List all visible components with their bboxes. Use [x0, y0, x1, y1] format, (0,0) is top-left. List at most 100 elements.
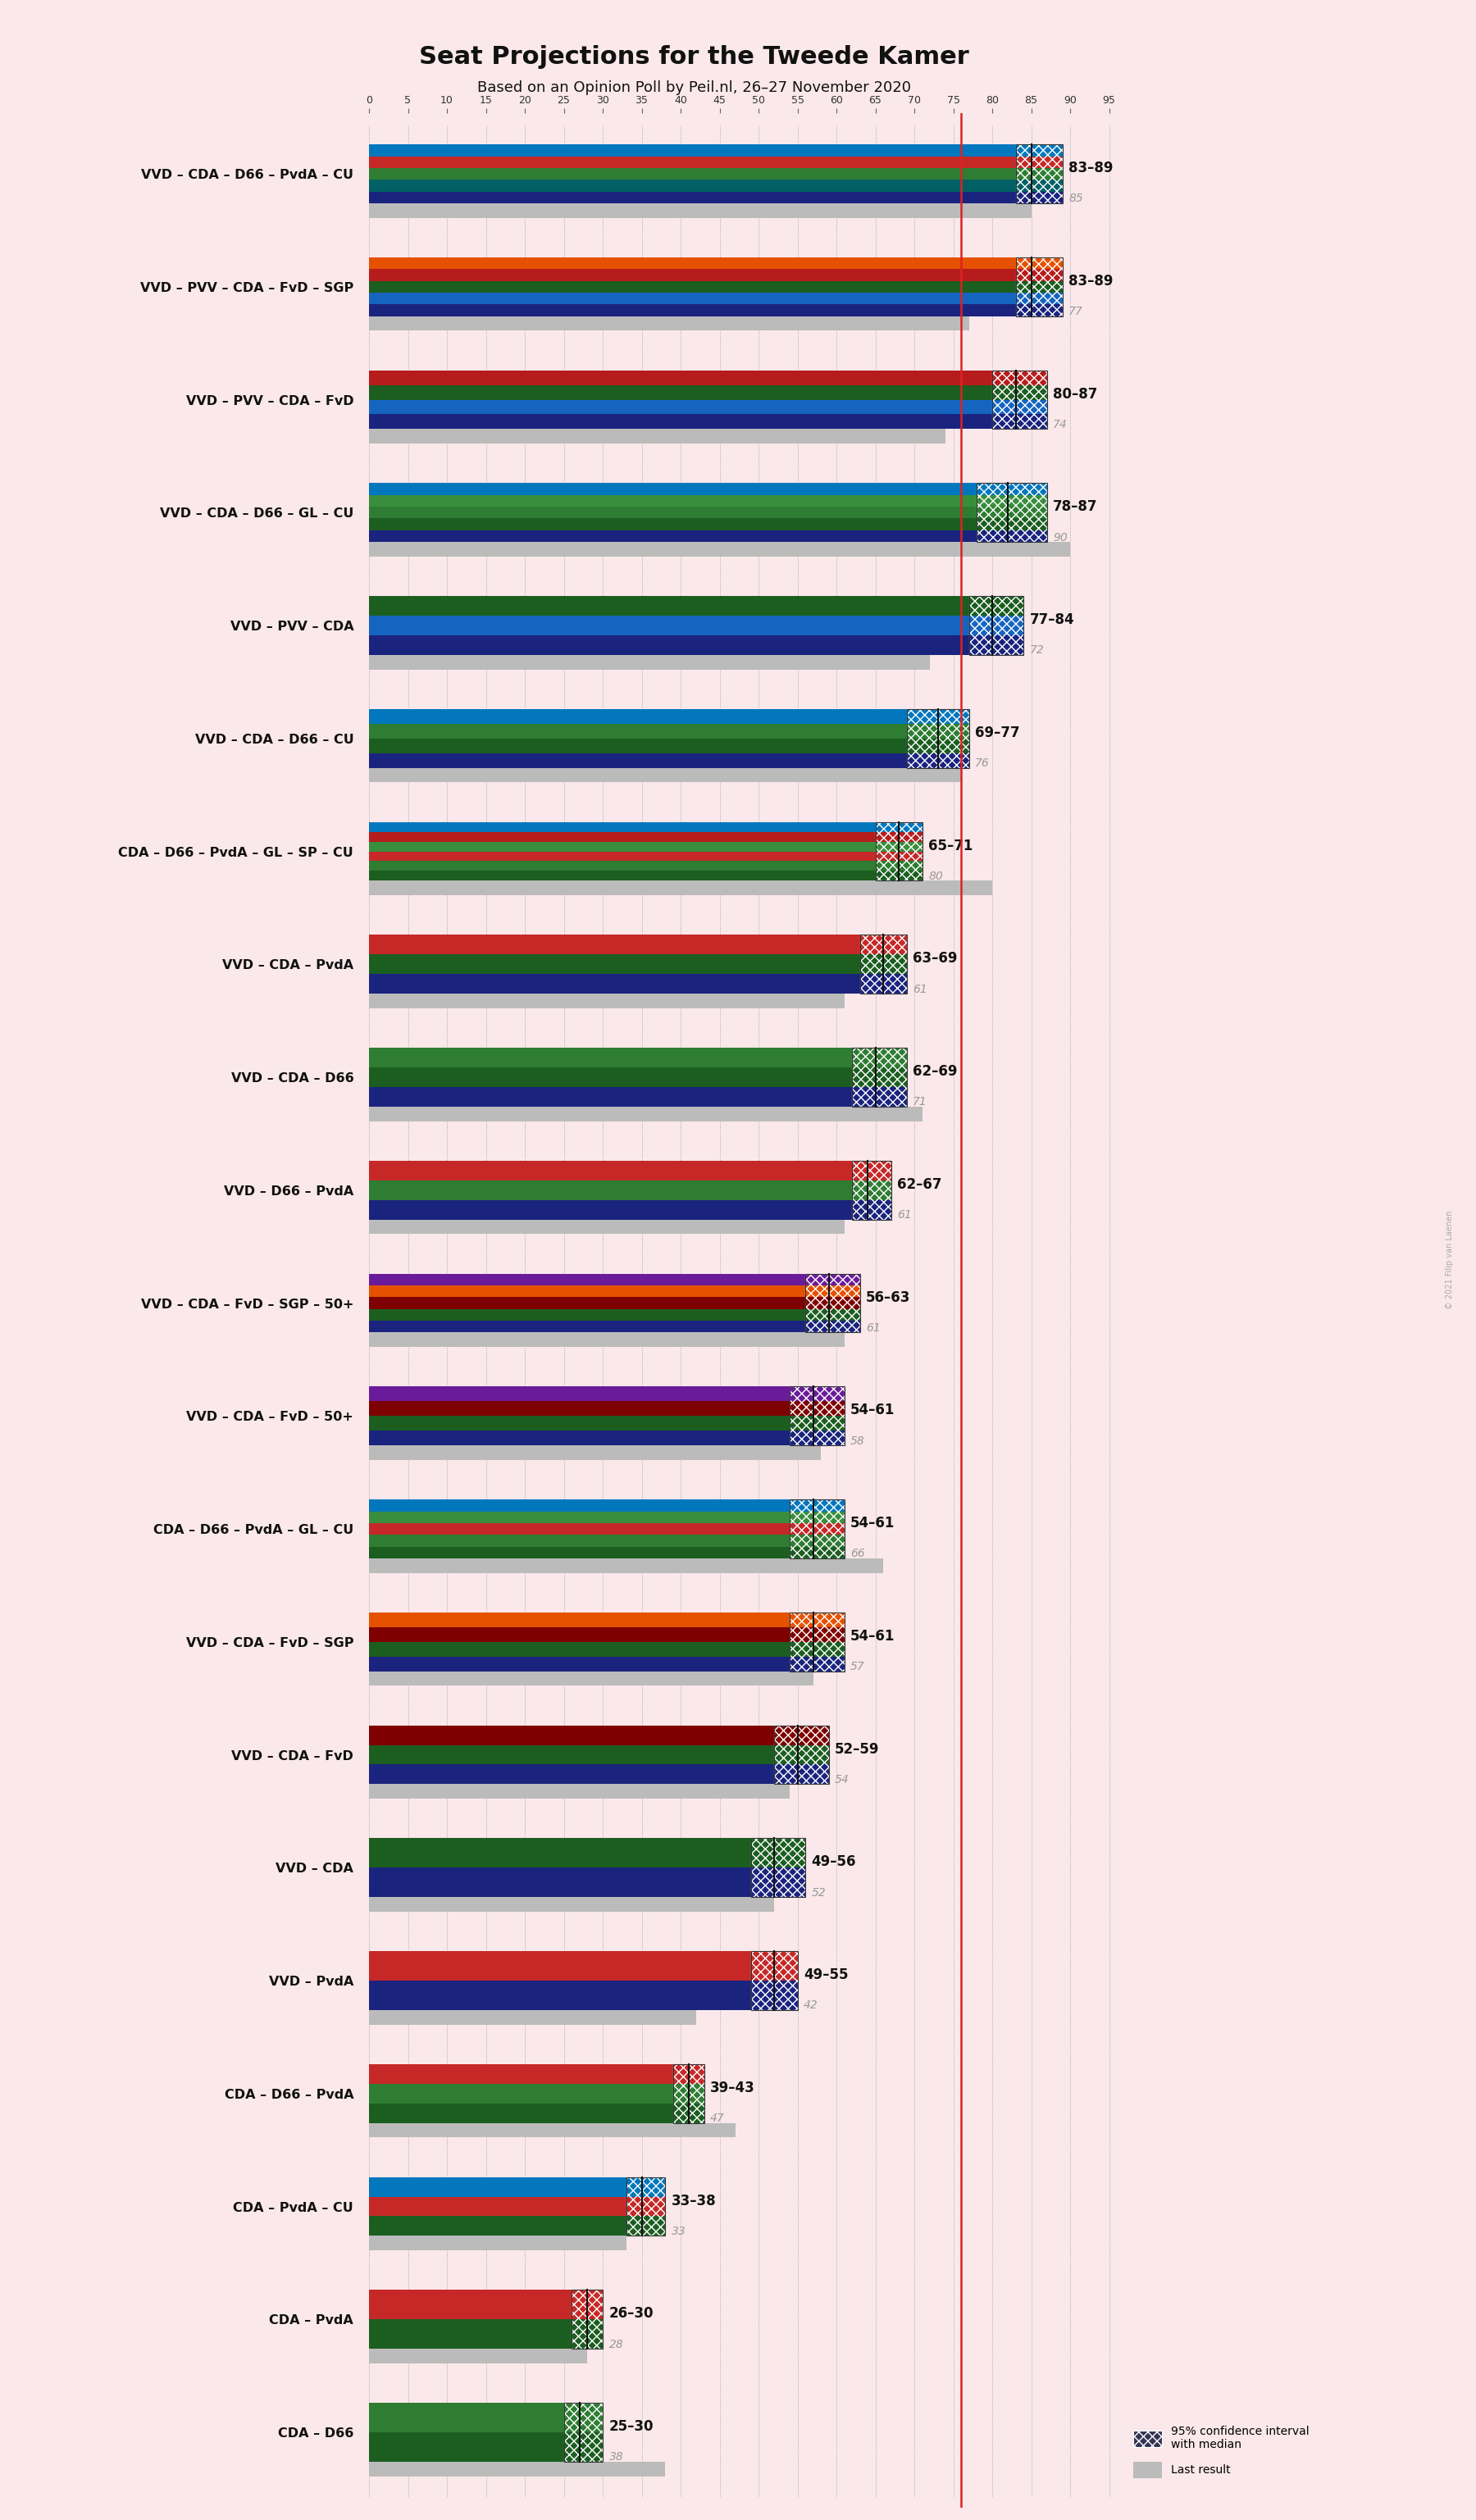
Bar: [369, 708, 968, 723]
Bar: [369, 1162, 892, 1179]
Text: 71: 71: [912, 1096, 927, 1109]
Bar: [751, 1837, 806, 1898]
Bar: [369, 1273, 859, 1285]
Bar: [369, 2349, 587, 2364]
Bar: [369, 2215, 666, 2235]
Bar: [369, 529, 1046, 542]
Bar: [369, 192, 1063, 204]
Bar: [1015, 144, 1063, 204]
Bar: [369, 169, 1063, 179]
Text: 57: 57: [850, 1661, 865, 1673]
Bar: [369, 1898, 773, 1913]
Bar: [369, 1547, 844, 1557]
Bar: [369, 862, 922, 872]
Bar: [369, 2104, 704, 2122]
Bar: [673, 2064, 704, 2122]
Bar: [369, 1446, 821, 1459]
Bar: [790, 1499, 844, 1557]
Text: 47: 47: [710, 2112, 725, 2124]
Bar: [806, 1273, 859, 1333]
Text: 54: 54: [835, 1774, 849, 1784]
Text: 49–55: 49–55: [803, 1968, 849, 1983]
Bar: [369, 935, 906, 955]
Bar: [369, 2318, 602, 2349]
Bar: [369, 723, 968, 738]
Text: Seat Projections for the Tweede Kamer: Seat Projections for the Tweede Kamer: [419, 45, 968, 68]
Bar: [751, 1837, 806, 1898]
Bar: [369, 1179, 892, 1200]
Bar: [369, 753, 968, 769]
Bar: [369, 1837, 806, 1867]
Bar: [790, 1613, 844, 1671]
Bar: [369, 370, 1046, 386]
Text: 49–56: 49–56: [812, 1855, 856, 1870]
Bar: [369, 401, 1046, 413]
Bar: [369, 270, 1063, 280]
Bar: [369, 1613, 844, 1628]
Bar: [369, 1671, 813, 1686]
Bar: [571, 2291, 602, 2349]
Bar: [369, 1557, 883, 1572]
Bar: [369, 1068, 906, 1086]
Text: © 2021 Filip van Laenen: © 2021 Filip van Laenen: [1445, 1210, 1454, 1310]
Bar: [859, 935, 906, 993]
Bar: [968, 597, 1023, 655]
Bar: [369, 1401, 844, 1416]
Text: 26–30: 26–30: [610, 2306, 654, 2321]
Text: 63–69: 63–69: [912, 950, 958, 965]
Bar: [369, 879, 992, 895]
Text: 61: 61: [897, 1210, 912, 1220]
Bar: [906, 708, 968, 769]
Text: 65–71: 65–71: [928, 839, 973, 854]
Bar: [852, 1162, 892, 1220]
Text: 62–67: 62–67: [897, 1177, 942, 1192]
Bar: [369, 1867, 806, 1898]
Bar: [992, 370, 1046, 428]
Bar: [773, 1726, 828, 1784]
Text: 61: 61: [912, 983, 927, 995]
Bar: [369, 2122, 735, 2137]
Bar: [369, 2177, 666, 2197]
Bar: [875, 822, 922, 879]
Bar: [369, 1784, 790, 1799]
Text: 33: 33: [672, 2225, 686, 2238]
Bar: [369, 655, 930, 670]
Bar: [369, 2404, 602, 2432]
Bar: [790, 1499, 844, 1557]
Bar: [369, 1726, 828, 1744]
Bar: [790, 1613, 844, 1671]
Bar: [369, 1744, 828, 1764]
Bar: [369, 484, 1046, 494]
Bar: [751, 1950, 797, 2011]
Bar: [369, 993, 844, 1008]
Bar: [369, 1950, 797, 1981]
Bar: [859, 935, 906, 993]
Text: 62–69: 62–69: [912, 1063, 958, 1079]
Text: 72: 72: [1030, 645, 1044, 655]
Bar: [626, 2177, 666, 2235]
Bar: [369, 955, 906, 975]
Text: 38: 38: [610, 2452, 623, 2462]
Bar: [369, 1628, 844, 1643]
Text: 80–87: 80–87: [1052, 386, 1098, 401]
Text: 56–63: 56–63: [866, 1290, 911, 1305]
Bar: [369, 1764, 828, 1784]
Bar: [369, 144, 1063, 156]
Bar: [369, 542, 1070, 557]
Bar: [369, 2011, 697, 2024]
Bar: [571, 2291, 602, 2349]
Bar: [875, 822, 922, 879]
Bar: [564, 2404, 602, 2462]
Bar: [369, 280, 1063, 292]
Bar: [977, 484, 1046, 542]
Text: 90: 90: [1052, 532, 1067, 544]
Bar: [369, 494, 1046, 507]
Text: 61: 61: [866, 1323, 881, 1333]
Bar: [369, 292, 1063, 305]
Text: 54–61: 54–61: [850, 1404, 894, 1419]
Bar: [906, 708, 968, 769]
Bar: [369, 852, 922, 862]
Bar: [369, 635, 1023, 655]
Text: 52: 52: [812, 1887, 827, 1898]
Bar: [1015, 144, 1063, 204]
